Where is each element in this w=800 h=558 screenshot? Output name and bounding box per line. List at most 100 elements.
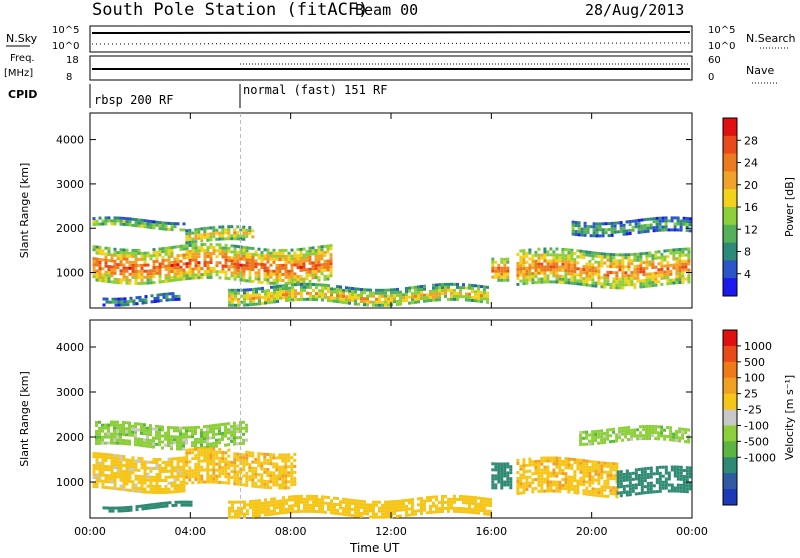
velocity-cell (98, 420, 101, 424)
velocity-cell (435, 495, 438, 499)
velocity-cell (287, 453, 291, 457)
power-cell (266, 272, 270, 276)
velocity-cell (342, 500, 345, 504)
power-cell (284, 263, 288, 267)
power-cell (612, 256, 616, 260)
velocity-cell (640, 467, 644, 471)
velocity-cell (119, 441, 122, 445)
power-cell (660, 276, 664, 280)
velocity-cell (555, 486, 559, 490)
velocity-cell (119, 426, 122, 430)
velocity-cell (212, 450, 216, 454)
power-cell (104, 219, 108, 223)
velocity-cell (654, 425, 658, 429)
velocity-cell (113, 457, 117, 460)
velocity-cell (257, 464, 261, 468)
power-cell (666, 249, 670, 253)
power-cell (227, 259, 231, 263)
velocity-cell (131, 433, 134, 437)
velocity-cell (408, 507, 411, 511)
power-cell (251, 268, 255, 271)
velocity-cell (540, 468, 544, 472)
power-cell (342, 300, 345, 304)
velocity-cell (630, 437, 634, 441)
power-cell (601, 231, 605, 235)
power-cell (666, 276, 670, 280)
power-cell (257, 262, 261, 266)
velocity-cell (224, 469, 228, 473)
power-cell (522, 258, 526, 262)
velocity-cell (170, 441, 173, 445)
velocity-cell (543, 480, 547, 484)
power-cell (685, 226, 689, 229)
power-cell (288, 289, 291, 293)
power-cell (258, 293, 261, 297)
power-cell (314, 267, 318, 271)
power-cell (257, 271, 261, 275)
power-cell (116, 251, 120, 255)
power-cell (134, 264, 138, 267)
velocity-cell (200, 459, 204, 463)
velocity-cell (357, 514, 360, 518)
power-cell (242, 245, 246, 249)
power-cell (125, 217, 129, 221)
power-cell (267, 295, 270, 299)
velocity-cell (263, 461, 267, 465)
velocity-cell (182, 489, 186, 493)
velocity-cell (603, 461, 607, 465)
velocity-cell (149, 433, 152, 437)
power-cell (168, 292, 172, 296)
power-cell (621, 280, 625, 284)
power-cell (528, 257, 532, 261)
velocity-cell (609, 489, 613, 493)
velocity-cell (483, 503, 486, 507)
velocity-cell (625, 475, 629, 479)
velocity-cell (188, 469, 192, 473)
power-cell (117, 303, 121, 307)
velocity-cell (230, 427, 233, 431)
power-cell (663, 249, 667, 253)
power-cell (221, 264, 225, 268)
velocity-cell (134, 440, 137, 444)
power-cell (314, 252, 318, 256)
velocity-cell (516, 486, 520, 489)
power-cell (107, 216, 111, 220)
velocity-cell (230, 424, 233, 428)
velocity-cell (209, 453, 213, 457)
velocity-cell (122, 488, 126, 492)
velocity-cell (116, 429, 119, 433)
power-cell (317, 275, 321, 279)
power-cell (243, 291, 246, 295)
velocity-cell (597, 488, 601, 492)
velocity-cell (300, 509, 303, 513)
velocity-cell (110, 423, 113, 427)
power-cell (306, 297, 309, 301)
velocity-cell (92, 482, 96, 486)
power-cell (408, 295, 411, 299)
power-cell (158, 250, 162, 254)
velocity-cell (477, 496, 480, 500)
velocity-cell (570, 463, 574, 467)
velocity-cell (628, 487, 632, 491)
colorbar-cell (723, 409, 737, 426)
power-cell (227, 256, 231, 260)
velocity-cell (567, 460, 571, 464)
power-cell (170, 246, 174, 249)
power-cell (248, 252, 252, 256)
velocity-cell (453, 494, 456, 498)
power-cell (215, 264, 219, 268)
velocity-cell (669, 435, 673, 439)
power-cell (200, 233, 204, 237)
power-cell (519, 261, 523, 265)
velocity-cell (558, 471, 562, 475)
velocity-cell (131, 471, 135, 475)
power-band (92, 243, 333, 285)
power-cell (146, 278, 150, 282)
velocity-cell (143, 438, 146, 442)
power-cell (155, 268, 159, 272)
velocity-cell (609, 428, 613, 432)
velocity-cell (149, 424, 152, 428)
velocity-band (579, 425, 691, 446)
velocity-cell (667, 477, 671, 481)
power-cell (549, 265, 553, 269)
